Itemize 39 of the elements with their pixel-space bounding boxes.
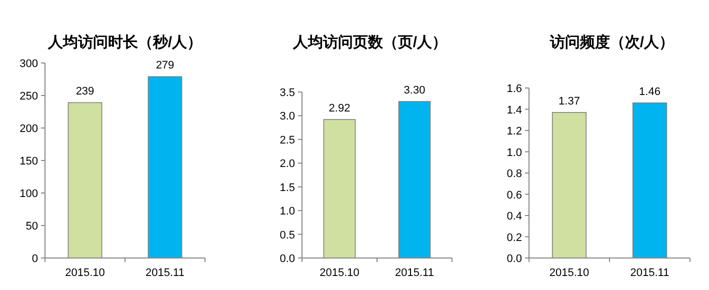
- data-label: 279: [156, 60, 174, 72]
- y-tick-label: 300: [20, 58, 38, 70]
- y-tick-label: 3.0: [280, 110, 295, 123]
- data-label: 3.30: [404, 84, 426, 96]
- data-label: 239: [76, 86, 94, 98]
- x-tick-label: 2015.11: [395, 267, 434, 279]
- y-tick-label: 2.5: [280, 134, 295, 146]
- data-label: 2.92: [328, 102, 350, 115]
- y-tick-label: 0.0: [280, 253, 295, 265]
- y-tick-label: 1.0: [506, 146, 522, 159]
- y-tick-label: 0.6: [506, 189, 522, 202]
- y-tick-label: 1.0: [280, 206, 295, 218]
- y-tick-label: 3.5: [280, 87, 295, 99]
- y-tick-label: 0: [32, 253, 38, 265]
- chart-title: 人均访问页数（页/人）: [292, 33, 448, 51]
- x-tick-label: 2015.11: [146, 267, 184, 279]
- y-tick-label: 50: [26, 220, 38, 232]
- y-tick-label: 2.0: [280, 158, 295, 170]
- y-tick-label: 0.2: [506, 232, 522, 244]
- y-tick-label: 250: [20, 90, 38, 102]
- y-tick-label: 150: [20, 156, 38, 168]
- y-tick-label: 1.4: [506, 104, 522, 116]
- y-tick-label: 0.5: [280, 229, 295, 242]
- x-tick-label: 2015.10: [320, 267, 360, 279]
- y-tick-label: 0.8: [506, 168, 522, 180]
- x-tick-label: 2015.11: [630, 267, 670, 279]
- x-tick-label: 2015.10: [65, 267, 105, 279]
- y-tick-label: 1.6: [506, 83, 522, 95]
- chart-title: 人均访问时长（秒/人）: [46, 33, 202, 51]
- data-label: 1.46: [639, 86, 660, 98]
- y-tick-label: 100: [20, 188, 38, 200]
- y-tick-label: 1.2: [506, 126, 522, 138]
- chart-title: 访问频度（次/人）: [548, 33, 674, 51]
- y-tick-label: 0.0: [506, 253, 522, 265]
- x-tick-label: 2015.10: [549, 267, 590, 279]
- y-tick-label: 200: [20, 123, 38, 135]
- data-label: 1.37: [558, 95, 580, 108]
- y-tick-label: 1.5: [280, 182, 295, 194]
- y-tick-label: 0.4: [506, 210, 522, 222]
